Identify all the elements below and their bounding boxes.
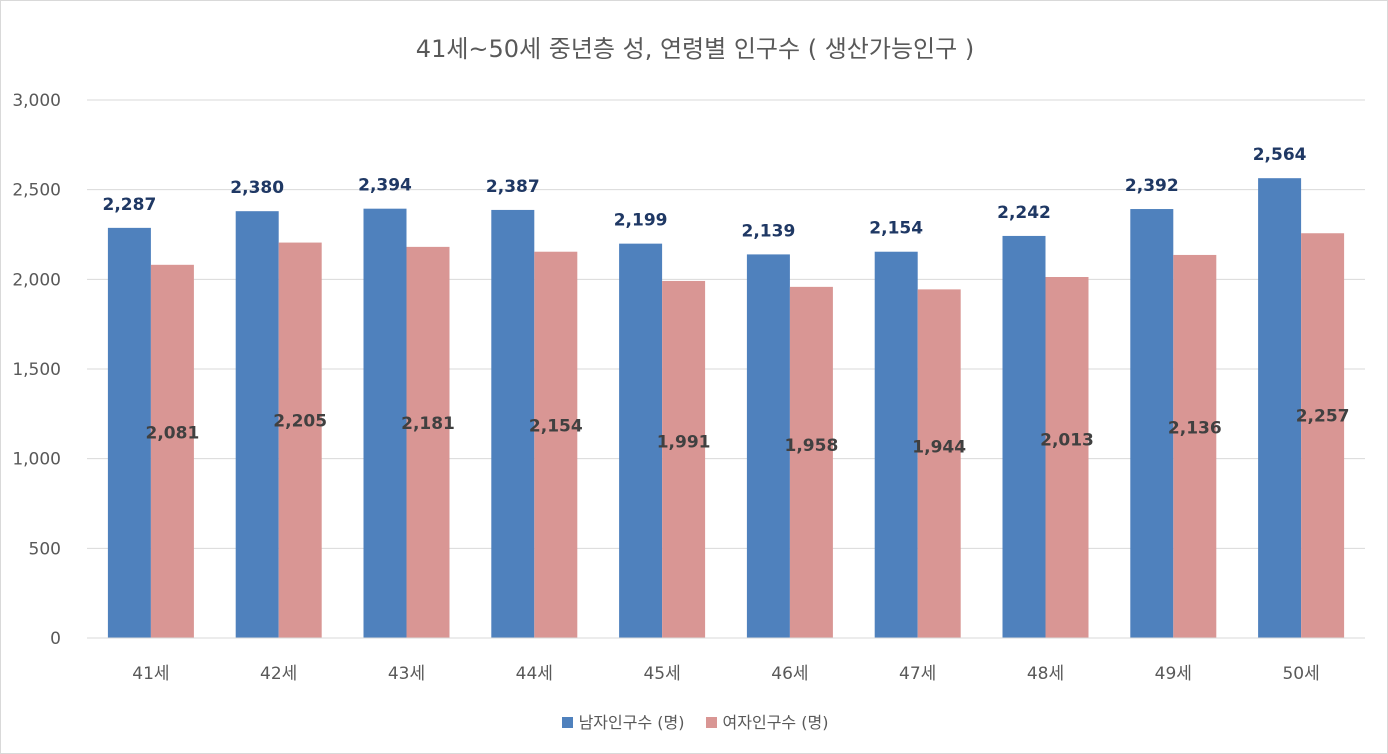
bar-female — [406, 246, 450, 638]
bar-female — [150, 264, 194, 638]
bar-male — [1258, 178, 1302, 638]
bar-male — [363, 208, 407, 638]
data-label-female: 2,154 — [529, 417, 583, 437]
data-label-male: 2,394 — [358, 176, 412, 196]
data-label-male: 2,287 — [103, 195, 157, 215]
x-tick-label: 42세 — [260, 664, 297, 684]
data-label-male: 2,380 — [230, 178, 284, 198]
chart-title: 41세~50세 중년층 성, 연령별 인구수 ( 생산가능인구 ) — [415, 35, 975, 63]
data-label-male: 2,139 — [742, 221, 796, 241]
bar-female — [917, 289, 961, 638]
data-label-female: 2,257 — [1296, 406, 1350, 426]
y-tick-label: 1,000 — [12, 450, 61, 470]
x-tick-label: 44세 — [516, 664, 553, 684]
y-tick-label: 1,500 — [12, 360, 61, 380]
legend-label-female: 여자인구수 (명) — [722, 713, 829, 732]
bar-male — [235, 211, 279, 639]
bar-female — [1301, 233, 1345, 638]
legend-swatch-female — [705, 717, 717, 728]
legend-item-female: 여자인구수 (명) — [705, 709, 829, 733]
legend: 남자인구수 (명) 여자인구수 (명) — [1, 709, 1388, 733]
data-label-female: 2,081 — [146, 424, 200, 444]
y-tick-label: 0 — [50, 629, 61, 649]
plot-area: 0 500 1,000 1,500 2,000 2,500 3,000 2,287 2,081… — [12, 91, 1365, 684]
data-label-male: 2,242 — [997, 203, 1051, 223]
data-label-male: 2,564 — [1253, 145, 1307, 165]
data-label-female: 2,205 — [273, 412, 327, 432]
data-label-female: 1,991 — [657, 433, 711, 453]
x-tick-label: 48세 — [1027, 664, 1064, 684]
bar-female — [1173, 254, 1217, 638]
bars — [107, 178, 1345, 639]
data-label-male: 2,154 — [869, 219, 923, 239]
data-label-male: 2,392 — [1125, 176, 1179, 196]
legend-label-male: 남자인구수 (명) — [578, 713, 685, 732]
bar-female — [789, 286, 833, 638]
bar-male — [1002, 235, 1046, 638]
bar-male — [874, 251, 918, 638]
bar-male — [619, 243, 663, 638]
x-tick-label: 43세 — [388, 664, 425, 684]
data-label-female: 1,944 — [912, 437, 966, 457]
data-label-female: 1,958 — [785, 436, 839, 456]
x-tick-label: 50세 — [1282, 664, 1319, 684]
y-tick-label: 3,000 — [12, 91, 61, 111]
y-axis: 0 500 1,000 1,500 2,000 2,500 3,000 — [12, 91, 61, 649]
x-tick-label: 41세 — [132, 664, 169, 684]
x-tick-label: 46세 — [771, 664, 808, 684]
data-label-female: 2,136 — [1168, 418, 1222, 438]
x-tick-label: 49세 — [1155, 664, 1192, 684]
bar-male — [1130, 209, 1174, 638]
y-tick-label: 2,500 — [12, 181, 61, 201]
bar-female — [278, 242, 322, 638]
bar-female — [534, 251, 578, 638]
x-tick-label: 45세 — [643, 664, 680, 684]
data-label-male: 2,199 — [614, 211, 668, 231]
x-axis: 41세 42세 43세 44세 45세 46세 47세 48세 49세 50세 — [87, 637, 1365, 684]
data-label-male: 2,387 — [486, 177, 540, 197]
bar-female — [1045, 277, 1089, 638]
legend-item-male: 남자인구수 (명) — [561, 709, 685, 733]
bar-male — [746, 254, 790, 638]
bar-male — [107, 227, 151, 638]
data-label-female: 2,181 — [401, 414, 455, 434]
y-tick-label: 2,000 — [12, 270, 61, 290]
y-tick-label: 500 — [29, 539, 61, 559]
x-tick-label: 47세 — [899, 664, 936, 684]
data-labels: 2,287 2,081 2,380 2,205 2,394 2,181 2,387 2,154… — [103, 145, 1350, 457]
bar-male — [491, 209, 535, 638]
data-label-female: 2,013 — [1040, 430, 1094, 450]
legend-swatch-male — [561, 717, 573, 728]
bar-female — [662, 280, 706, 638]
